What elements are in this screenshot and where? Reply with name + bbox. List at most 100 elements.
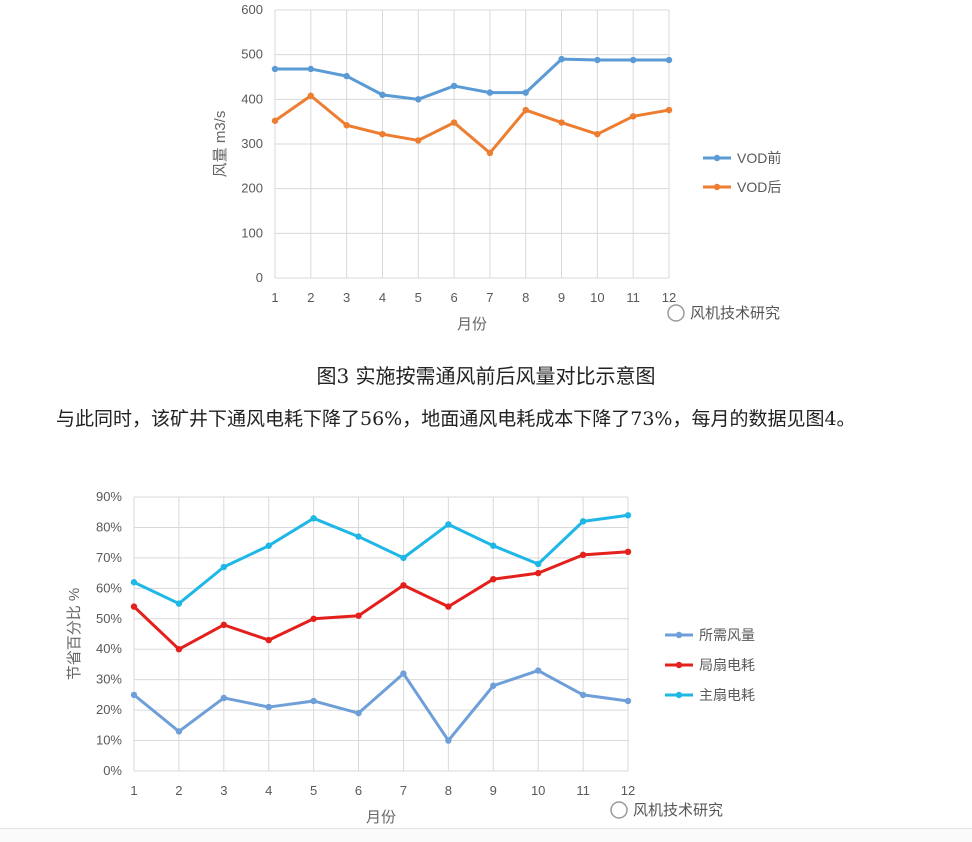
savings-chart: 0% 10% 20% 30% 40% 50% 60% 70% 80% 90% 1 2 3 4 5 6 7 8 9 10… [55,485,795,828]
airflow-data-point [522,106,529,114]
savings-series-line [132,550,629,651]
savings-x-tick-label: 1 [130,783,137,798]
savings-data-point [400,582,407,589]
savings-y-tick-label: 80% [96,519,122,534]
airflow-data-point [594,130,601,138]
savings-data-point [445,737,452,744]
airflow-x-tick-label: 8 [522,290,529,305]
airflow-data-point [415,96,422,103]
savings-data-point [579,691,587,699]
savings-series-line [133,669,629,743]
airflow-data-point [558,55,565,63]
savings-y-tick-label: 40% [96,641,122,656]
savings-y-tick-label: 60% [96,580,122,595]
savings-data-point [624,697,632,705]
airflow-data-point [415,137,422,144]
savings-data-point [310,615,317,622]
savings-data-point [175,728,183,735]
airflow-data-point [558,119,565,126]
airflow-data-point [379,130,386,138]
airflow-y-tick-label: 400 [241,91,263,106]
airflow-data-point [271,117,279,124]
savings-x-tick-label: 5 [310,783,317,798]
savings-y-tick-label: 70% [96,550,122,565]
airflow-x-tick-label: 2 [307,290,314,305]
savings-legend-marker [675,691,683,699]
savings-data-point [310,515,317,522]
savings-data-point [490,542,497,549]
airflow-x-axis-label: 月份 [457,316,487,333]
savings-data-point [355,533,362,540]
airflow-x-tick-label: 9 [558,290,565,305]
airflow-x-tick-label: 10 [590,290,604,305]
airflow-data-point [450,82,458,90]
airflow-data-point [343,122,350,129]
savings-x-tick-label: 9 [490,783,497,798]
airflow-y-tick-label: 200 [241,181,263,196]
savings-data-point [130,579,138,586]
airflow-data-point [343,72,350,80]
airflow-data-point [665,106,673,114]
savings-chart-svg: 0%10%20%30%40%50%60%70%80%90%1 2 3 4 5 6 7 8 9 10… [66,489,755,826]
savings-data-point [310,697,317,705]
airflow-legend-marker [713,183,721,191]
savings-data-point [400,554,407,562]
savings-data-point [534,560,542,568]
savings-data-point [265,703,272,711]
savings-legend-label: 主扇电耗 [699,687,755,703]
figure-caption: 图3 实施按需通风前后风量对比示意图 [316,364,656,388]
airflow-series-line [275,57,669,101]
airflow-data-point [665,56,673,64]
airflow-y-axis-label: 风量 m3/s [212,111,229,178]
savings-x-tick-label: 2 [175,783,182,798]
savings-data-point [355,612,362,619]
savings-data-point [534,667,542,674]
savings-watermark-text: 风机技术研究 [633,802,723,819]
savings-x-tick-label: 4 [265,783,272,798]
savings-legend-label: 所需风量 [699,627,755,643]
savings-data-point [490,576,497,583]
savings-data-point [445,603,452,610]
savings-y-tick-label: 10% [96,733,122,748]
airflow-x-tick-label: 3 [343,290,350,305]
airflow-data-point [486,89,494,96]
savings-data-point [265,542,272,549]
savings-x-tick-label: 8 [445,783,452,798]
savings-y-axis-label: 节省百分比 % [66,588,83,681]
savings-data-point [579,551,587,559]
savings-x-axis-label: 月份 [366,809,396,826]
airflow-watermark-text: 风机技术研究 [690,305,780,322]
airflow-data-point [307,65,315,73]
savings-x-tick-label: 10 [531,783,545,798]
savings-y-tick-label: 50% [96,611,122,626]
savings-data-point [445,521,452,528]
savings-data-point [400,670,407,677]
airflow-watermark-icon [667,304,685,322]
savings-x-tick-label: 12 [621,783,635,798]
savings-data-point [355,709,362,717]
savings-data-point [624,512,632,519]
airflow-data-point [486,149,494,157]
savings-y-tick-label: 90% [96,489,122,504]
airflow-y-tick-label: 600 [241,2,263,17]
savings-y-tick-label: 30% [96,672,122,687]
savings-legend-marker [675,661,683,669]
airflow-data-point [522,89,529,96]
airflow-y-tick-label: 100 [241,225,263,240]
bottom-toolbar [0,828,972,842]
airflow-data-point [450,119,458,126]
savings-data-point [579,518,587,525]
airflow-y-tick-label: 500 [241,47,263,62]
savings-data-point [624,548,632,555]
airflow-data-point [271,65,279,73]
airflow-y-tick-label: 0 [256,270,263,285]
airflow-legend-label: VOD前 [737,150,781,166]
savings-data-point [220,694,228,702]
airflow-x-tick-label: 6 [450,290,457,305]
savings-data-point [490,682,497,689]
airflow-data-point [629,56,637,64]
savings-data-point [130,603,138,610]
savings-legend-label: 局扇电耗 [699,657,755,673]
savings-series-line [133,513,629,606]
